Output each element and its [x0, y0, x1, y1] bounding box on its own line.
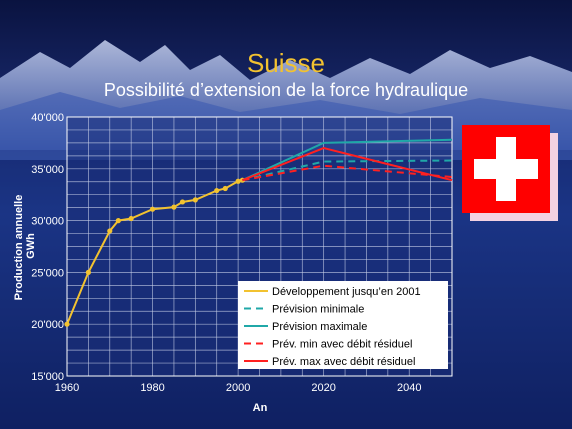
x-axis-label: An — [253, 402, 268, 414]
legend-label: Prév. min avec débit résiduel — [272, 339, 412, 351]
series-line-3 — [241, 138, 453, 182]
series-line-2 — [242, 159, 453, 182]
x-tick-label: 1960 — [55, 382, 79, 394]
legend: Développement jusqu’en 2001 Prévision min… — [238, 281, 448, 369]
series-point — [222, 185, 228, 192]
series-point — [85, 269, 91, 275]
legend-label: Développement jusqu’en 2001 — [272, 286, 421, 298]
y-tick-label: 40'000 — [31, 112, 64, 124]
slide-title: Suisse — [246, 48, 326, 78]
series-point — [179, 199, 186, 205]
series-line-4 — [242, 164, 453, 182]
y-tick-label: 35'000 — [31, 164, 64, 176]
legend-label: Prév. max avec débit résiduel — [272, 356, 415, 368]
switzerland-flag-icon — [462, 125, 550, 213]
x-tick-label: 2020 — [311, 382, 335, 394]
series-line-5 — [242, 147, 453, 182]
legend-label: Prévision maximale — [272, 321, 367, 333]
series-point — [235, 178, 241, 184]
x-tick-label: 2040 — [397, 382, 421, 394]
series-point — [107, 228, 113, 234]
series-point — [64, 321, 70, 327]
y-tick-label: 20'000 — [31, 319, 64, 331]
x-tick-label: 2000 — [226, 382, 250, 394]
legend-label: Prévision minimale — [272, 304, 364, 316]
series-point — [192, 197, 198, 203]
y-axis-label-line-1: Production annuelle — [13, 195, 25, 301]
x-tick-label: 1980 — [140, 382, 164, 394]
series-point — [214, 187, 220, 194]
series-point — [171, 204, 177, 210]
series-point — [149, 206, 156, 212]
series-point — [128, 215, 134, 222]
y-tick-label: 15'000 — [31, 371, 64, 383]
slide-subtitle: Possibilité d’extension de la force hydr… — [103, 80, 469, 100]
flag-cross-vertical — [496, 137, 516, 201]
plot-border — [66, 116, 453, 377]
series-point — [115, 218, 121, 224]
y-tick-label: 30'000 — [31, 216, 64, 228]
y-tick-label: 25'000 — [31, 267, 64, 279]
y-axis-label-line-2: GWh — [25, 233, 37, 259]
y-axis-label: Production annuelle GWh — [13, 192, 37, 301]
